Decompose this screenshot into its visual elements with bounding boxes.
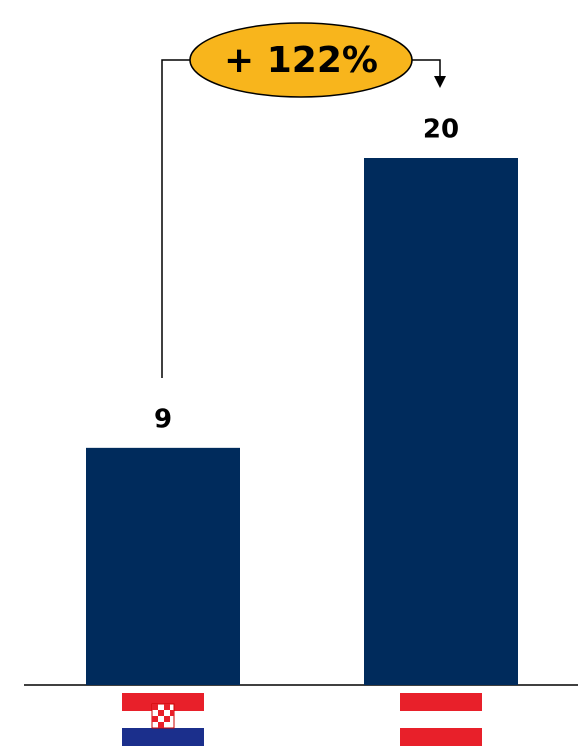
- bracket-arrow: [434, 76, 446, 88]
- bracket-left: [161, 59, 192, 378]
- bracket-right: [410, 59, 441, 76]
- bar: [86, 447, 240, 685]
- flag-austria: [400, 693, 482, 746]
- annotation-bubble: [189, 22, 413, 98]
- value-label: 20: [423, 115, 459, 145]
- bar: [364, 158, 518, 685]
- flag-croatia: [122, 693, 204, 746]
- value-label: 9: [154, 404, 172, 434]
- annotation: + 122%: [224, 40, 378, 81]
